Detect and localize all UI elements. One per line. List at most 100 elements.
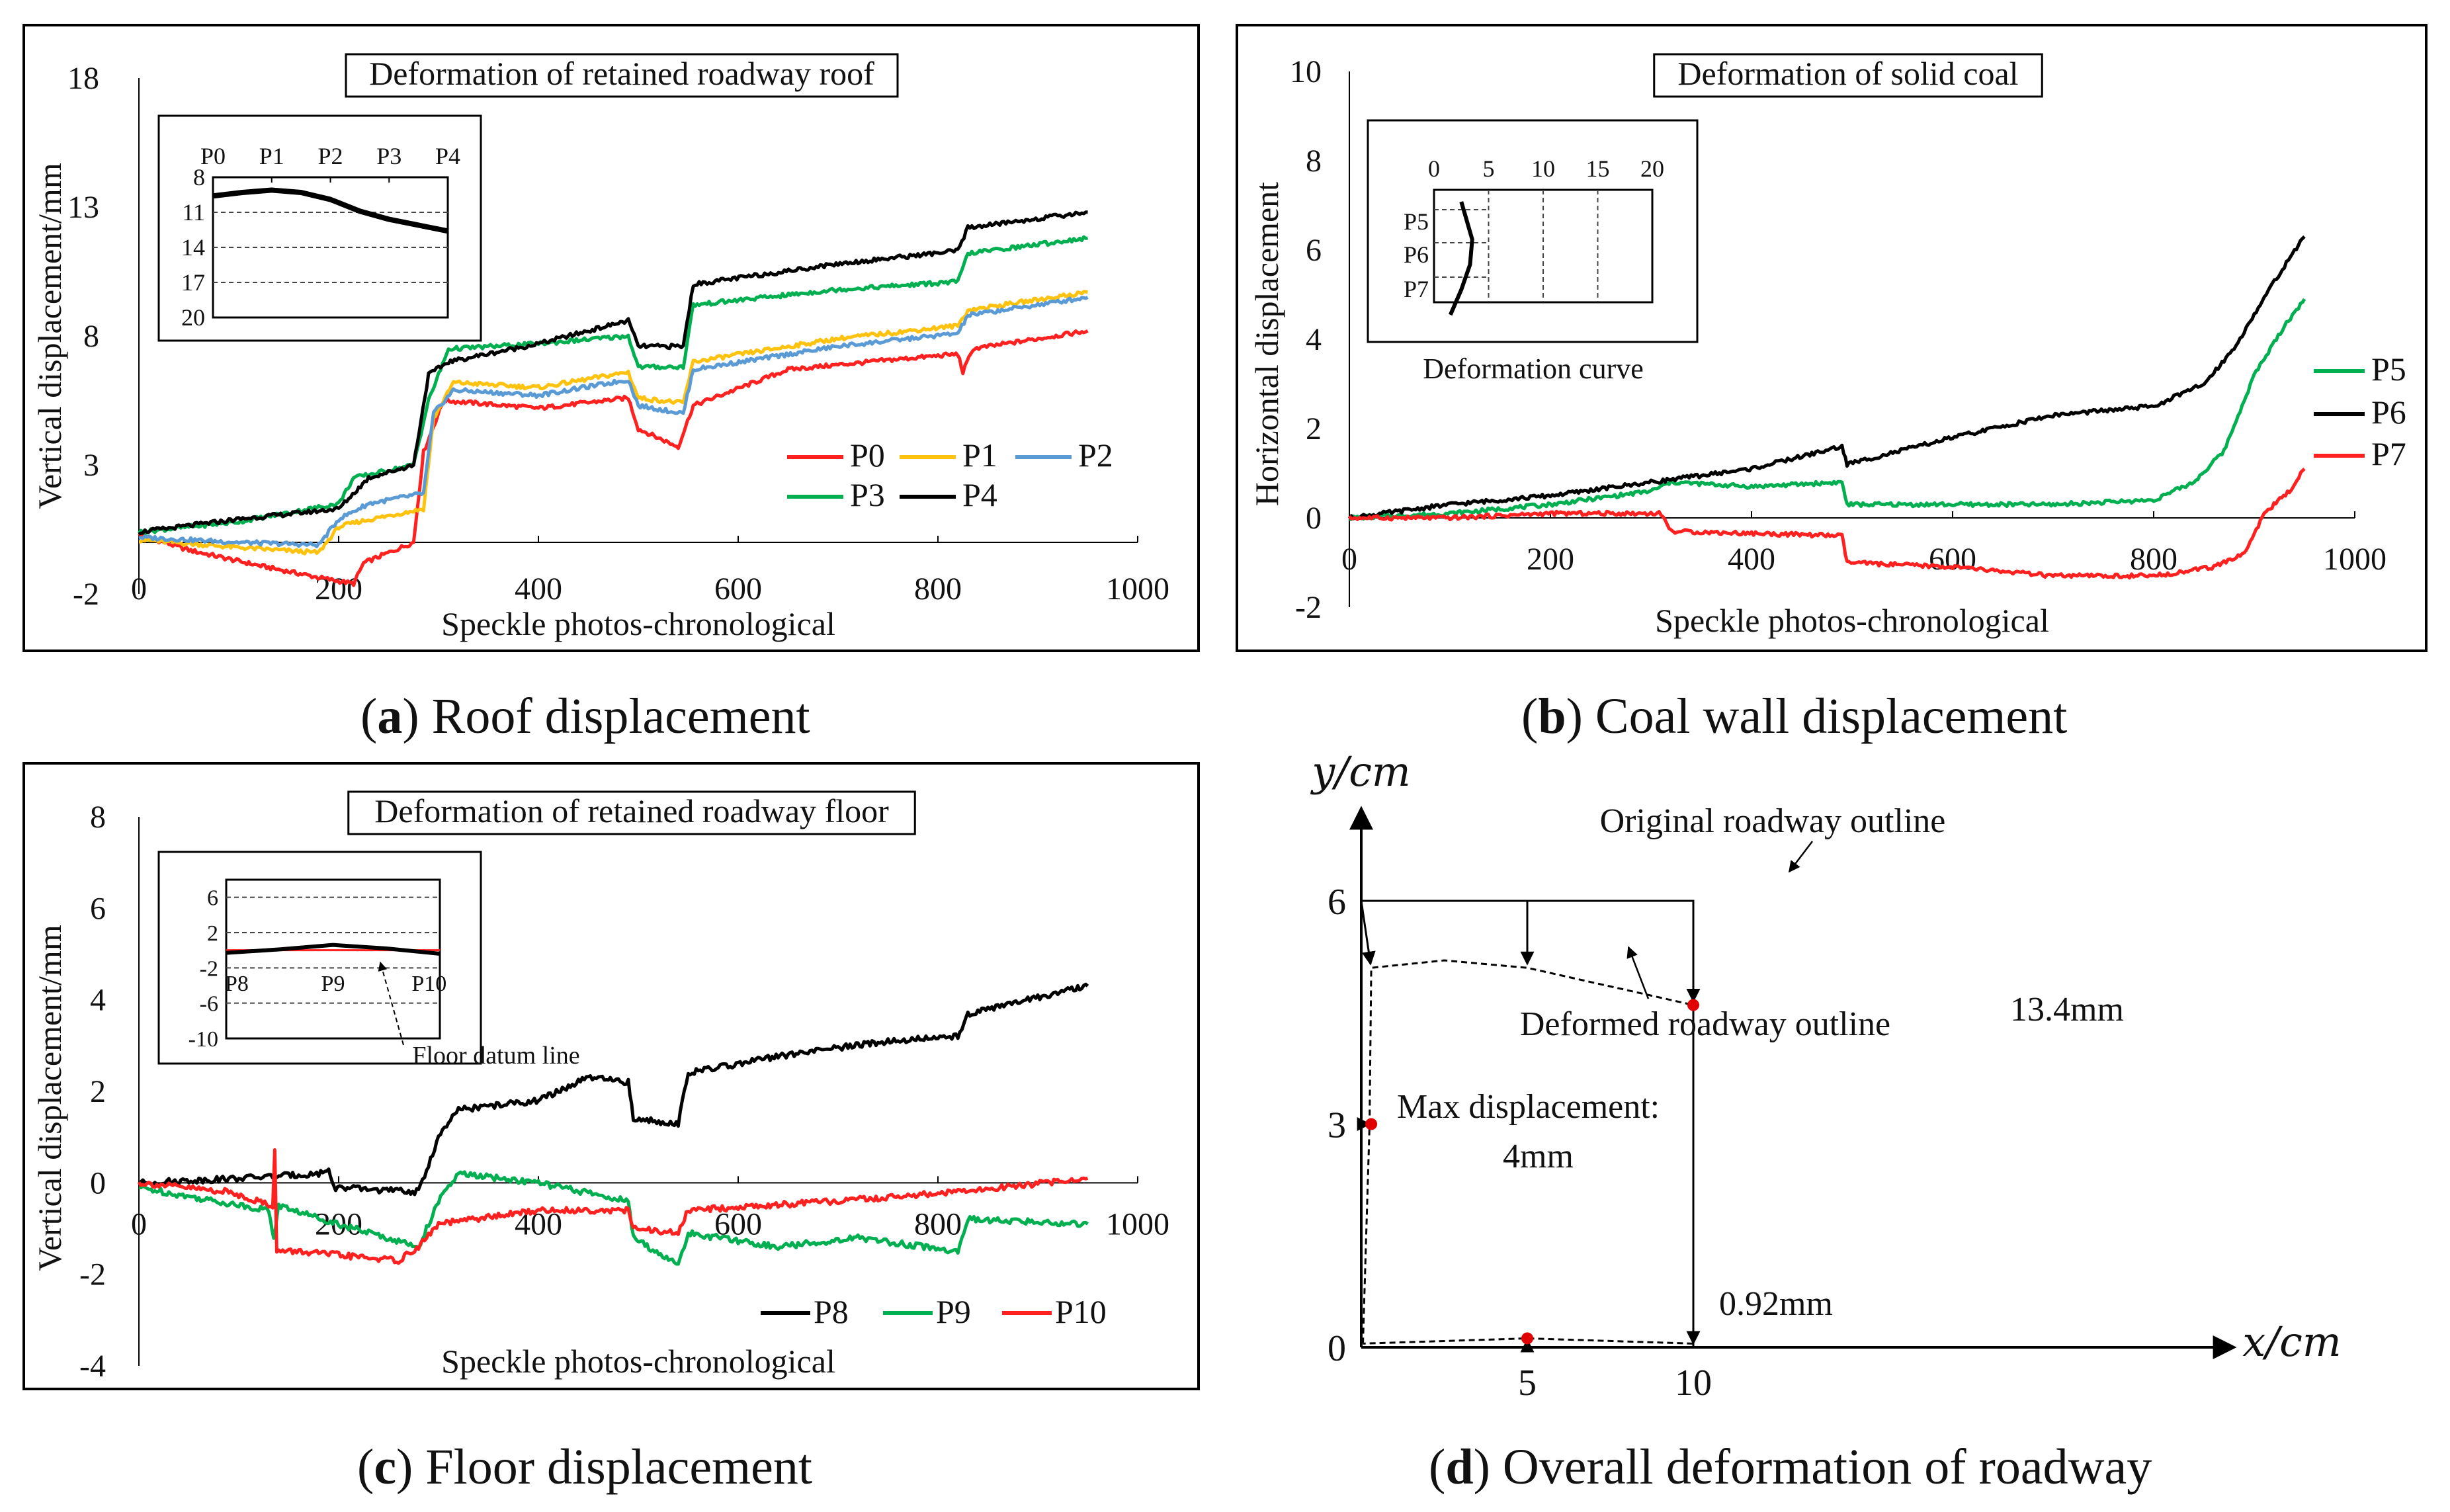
y-axis-label: Horizontal displacement (1248, 182, 1285, 506)
inset-x-tick-label: P10 (411, 972, 446, 996)
inset-caption: Deformation curve (1423, 353, 1644, 385)
deformed-outline (1362, 959, 1695, 1345)
y-tick-label: 13 (67, 190, 99, 225)
floor-displacement-value: 0.92mm (1719, 1285, 1833, 1323)
inset-deformation-curve (1448, 201, 1474, 316)
y-tick-label: 3 (1328, 1105, 1346, 1146)
x-tick-label: 5 (1518, 1363, 1537, 1404)
inset-x-tick-label: P9 (321, 972, 345, 996)
deformed-outline-label: Deformed roadway outline (1520, 1005, 1890, 1043)
series-line-P0 (138, 329, 1089, 587)
caption-a: (a) Roof displacement (360, 689, 810, 744)
inset-plot-area (225, 878, 441, 1040)
displacement-marker (1521, 1332, 1533, 1345)
caption-c: (c) Floor displacement (357, 1439, 813, 1495)
y-tick-label: 2 (1306, 411, 1322, 446)
inset-annotation: Floor datum line (412, 1042, 579, 1070)
x-tick-label: 800 (2130, 542, 2177, 577)
series-line-P1 (138, 290, 1088, 556)
x-axis-label: Speckle photos-chronological (1655, 602, 2049, 639)
inset-x-tick-label: P8 (225, 972, 249, 996)
y-tick-label: 10 (1290, 54, 1322, 89)
x-tick-label: 1000 (1106, 571, 1169, 607)
inset-y-tick-label: P5 (1404, 208, 1429, 235)
inset-x-tick-label: 0 (1428, 155, 1440, 182)
y-tick-label: 6 (1328, 882, 1346, 923)
series-line-P7 (1348, 467, 2306, 580)
y-axis-label: Vertical displacement/mm (31, 163, 68, 509)
x-tick-label: 0 (131, 571, 147, 607)
inset-a: 8 11 14 17 20 P0 P1 P2 P3 P4 (157, 114, 482, 342)
series-line-P5 (1349, 298, 2306, 521)
inset-x-tick-label: P4 (435, 143, 460, 169)
chart-title: Deformation of retained roadway floor (374, 792, 889, 829)
x-tick-label: 1000 (1106, 1206, 1169, 1241)
x-tick-label: 400 (515, 571, 562, 607)
x-tick-label: 0 (1341, 542, 1357, 577)
y-tick-label: -2 (1295, 590, 1322, 625)
x-tick-label: 1000 (2323, 542, 2387, 577)
inset-x-tick-label: 10 (1531, 155, 1555, 182)
chart-title-box (1653, 53, 2043, 98)
legend-label-P3: P3 (850, 476, 885, 513)
y-tick-label: 0 (90, 1165, 106, 1200)
legend-label-P9: P9 (936, 1293, 971, 1330)
inset-frame (157, 851, 482, 1065)
legend-label-P4: P4 (962, 476, 997, 513)
inset-y-tick-label: 2 (207, 921, 218, 946)
caption-d: (d) Overall deformation of roadway (1429, 1439, 2152, 1495)
panel-d: y/cm x/cm 0 3 6 5 10 Max displacement: 4mm 13.4mm… (1310, 747, 2341, 1404)
x-tick-label: 400 (1728, 542, 1775, 577)
roof-displacement-value: 13.4mm (2010, 991, 2124, 1029)
y-tick-label: 8 (90, 800, 106, 835)
panel-a-frame (22, 24, 1200, 652)
inset-x-tick-label: P2 (317, 143, 343, 169)
inset-y-tick-label: 17 (181, 269, 205, 296)
y-axis-label: y/cm (1310, 747, 1410, 796)
series-line-P4 (138, 210, 1088, 536)
legend-label-P2: P2 (1078, 437, 1113, 474)
legend-label-P1: P1 (962, 437, 997, 474)
y-tick-label: 8 (1306, 144, 1322, 179)
x-tick-label: 800 (914, 571, 962, 607)
inset-c: 6 2 -2 -6 -10 P8 P9 P10 Floor datum line (157, 851, 580, 1070)
inset-y-tick-label: P6 (1404, 241, 1429, 268)
series-line-P10 (137, 1148, 1089, 1265)
inset-x-tick-label: 20 (1640, 155, 1664, 182)
original-outline-pointer (1788, 841, 1813, 873)
x-axis-label: x/cm (2242, 1318, 2341, 1366)
y-tick-label: 6 (90, 891, 106, 926)
legend-label-P8: P8 (814, 1293, 849, 1330)
panel-c-frame (22, 762, 1200, 1390)
x-tick-label: 800 (914, 1206, 962, 1241)
inset-y-tick-label: 6 (207, 886, 218, 911)
series-line-P6 (1347, 235, 2306, 521)
inset-y-tick-label: -6 (200, 992, 218, 1017)
legend-label-P6: P6 (2371, 394, 2406, 431)
x-tick-label: 600 (714, 571, 762, 607)
inset-y-tick-label: 20 (181, 304, 205, 331)
displacement-marker (1687, 999, 1699, 1011)
y-tick-label: 0 (1328, 1328, 1346, 1369)
inset-deformation-curve (212, 187, 448, 234)
x-axis-label: Speckle photos-chronological (441, 605, 835, 642)
inset-x-tick-label: P3 (376, 143, 401, 169)
inset-y-tick-label: -2 (200, 956, 218, 981)
y-tick-label: -2 (73, 577, 99, 612)
legend-label-P10: P10 (1055, 1293, 1107, 1330)
y-tick-label: 18 (67, 61, 99, 96)
inset-x-tick-label: P1 (259, 143, 284, 169)
deformed-outline-pointer (1626, 946, 1650, 999)
y-tick-label: 8 (83, 319, 99, 354)
x-tick-label: 200 (1527, 542, 1574, 577)
x-tick-label: 0 (131, 1206, 147, 1241)
inset-deformation-curve (226, 943, 441, 956)
x-tick-label: 600 (1929, 542, 1976, 577)
legend-label-P7: P7 (2371, 435, 2406, 472)
series-line-P2 (138, 296, 1089, 548)
inset-x-tick-label: 5 (1483, 155, 1495, 182)
series-line-P9 (138, 1170, 1089, 1266)
inset-y-tick-label: -10 (189, 1027, 218, 1052)
